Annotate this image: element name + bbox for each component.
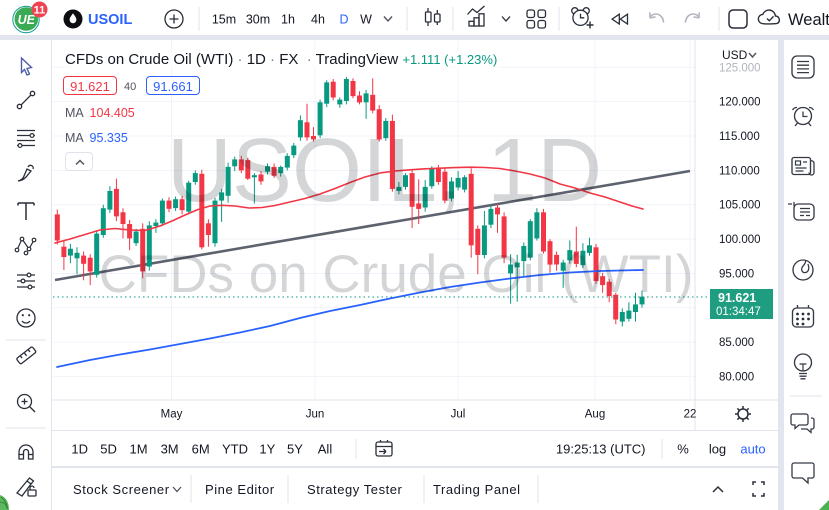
svg-text:120.000: 120.000 (719, 97, 761, 109)
svg-text:D: D (339, 13, 348, 27)
svg-text:USOIL: USOIL (88, 12, 132, 28)
svg-text:%: % (677, 442, 689, 457)
svg-text:91.621: 91.621 (718, 291, 756, 305)
svg-text:Wealth: Wealth (788, 11, 829, 29)
svg-text:Trading Panel: Trading Panel (433, 482, 521, 497)
svg-text:6M: 6M (192, 442, 210, 457)
svg-text:Jul: Jul (451, 409, 466, 421)
svg-text:UE: UE (18, 13, 36, 27)
svg-text:3M: 3M (161, 442, 179, 457)
svg-text:5Y: 5Y (287, 442, 303, 457)
svg-text:30m: 30m (246, 13, 270, 27)
svg-text:Stock Screener: Stock Screener (73, 482, 170, 497)
svg-text:log: log (709, 442, 726, 457)
svg-text:Jun: Jun (306, 409, 325, 421)
svg-text:Aug: Aug (585, 409, 605, 421)
svg-text:auto: auto (740, 442, 765, 457)
svg-text:15m: 15m (212, 13, 236, 27)
svg-text:USD: USD (722, 48, 748, 62)
svg-text:5D: 5D (100, 442, 117, 457)
svg-text:Pine Editor: Pine Editor (205, 482, 275, 497)
svg-text:1Y: 1Y (259, 442, 275, 457)
svg-text:115.000: 115.000 (719, 131, 760, 143)
svg-text:1h: 1h (281, 13, 295, 27)
svg-text:11: 11 (34, 5, 46, 17)
svg-text:1M: 1M (129, 442, 147, 457)
svg-text:W: W (360, 13, 372, 27)
svg-text:01:34:47: 01:34:47 (716, 306, 761, 318)
svg-text:4h: 4h (311, 13, 325, 27)
svg-text:110.000: 110.000 (719, 165, 760, 177)
svg-text:All: All (318, 442, 333, 457)
svg-text:1D: 1D (71, 442, 88, 457)
svg-text:19:25:13 (UTC): 19:25:13 (UTC) (556, 442, 646, 457)
svg-text:95.000: 95.000 (719, 269, 754, 281)
svg-text:100.000: 100.000 (719, 234, 761, 246)
svg-text:80.000: 80.000 (719, 372, 754, 384)
svg-text:Strategy Tester: Strategy Tester (307, 482, 403, 497)
svg-text:105.000: 105.000 (719, 200, 761, 212)
svg-text:125.000: 125.000 (719, 62, 761, 74)
svg-text:May: May (161, 409, 183, 421)
svg-text:22: 22 (684, 409, 697, 421)
svg-text:85.000: 85.000 (719, 337, 754, 349)
svg-text:YTD: YTD (222, 442, 248, 457)
